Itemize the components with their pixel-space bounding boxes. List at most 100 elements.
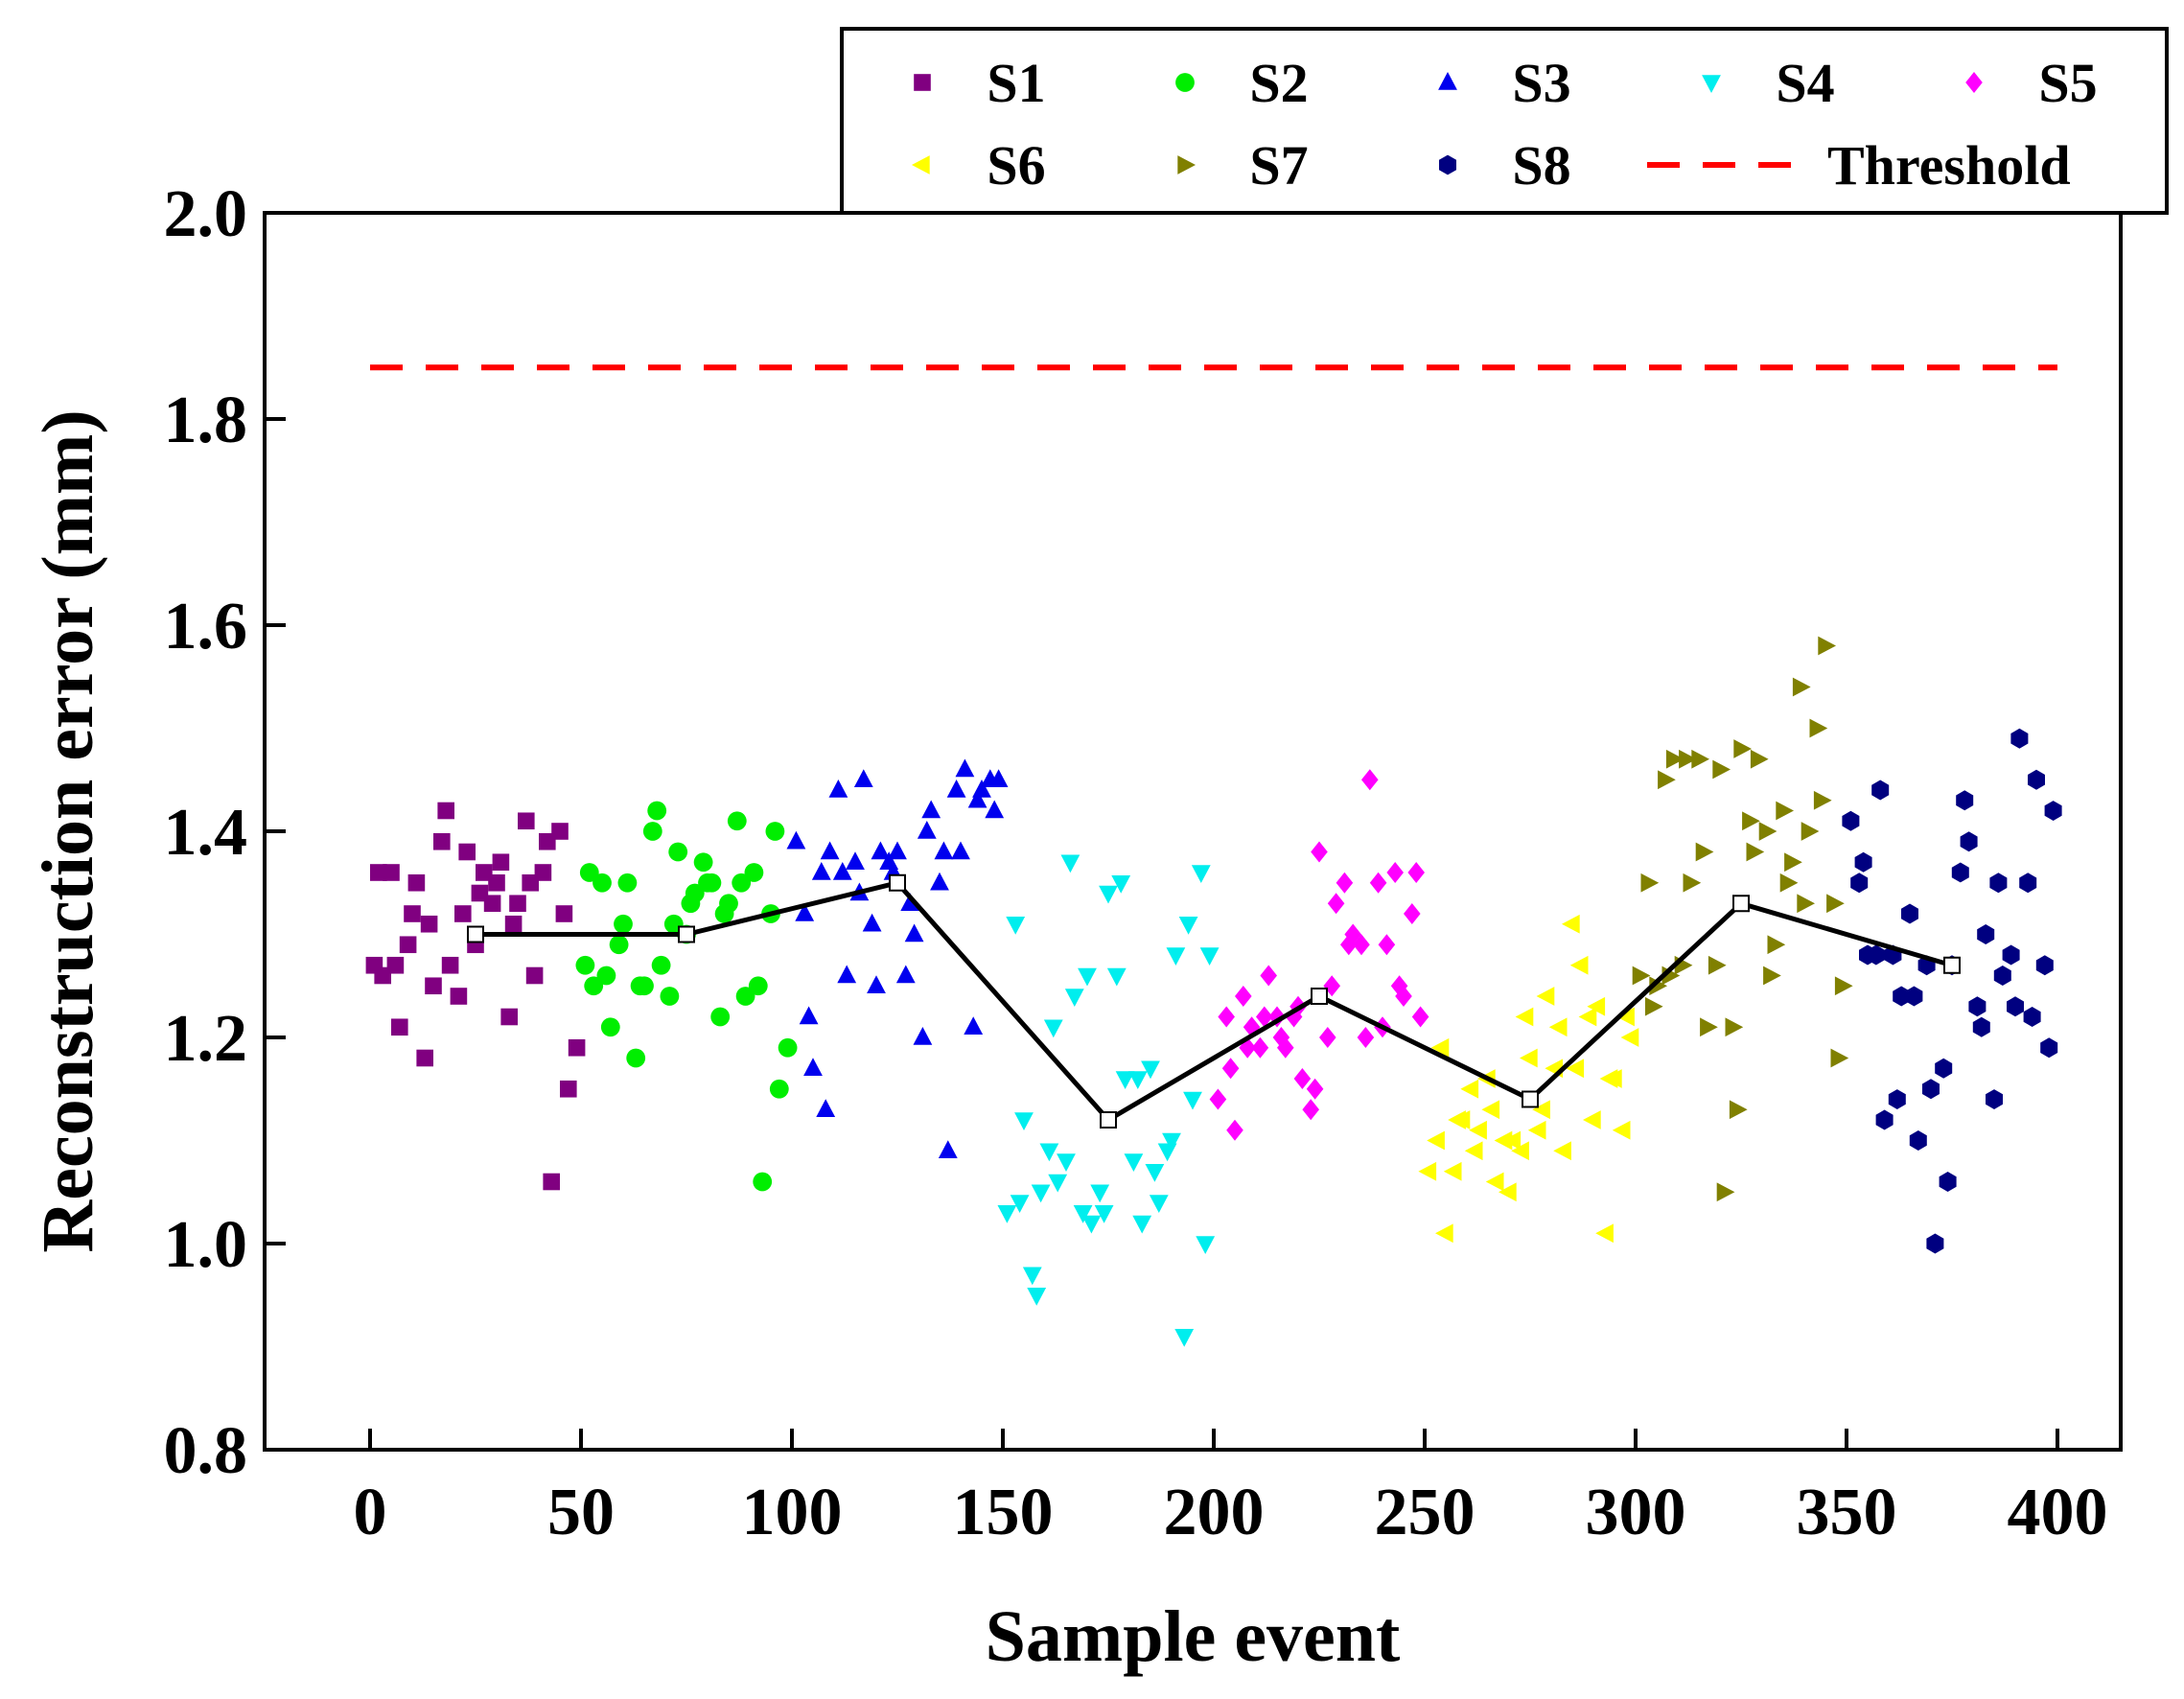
data-point-s7 [1658,770,1676,790]
legend-label: S3 [1512,52,1570,114]
data-point-s6 [1595,1223,1614,1244]
data-point-s7 [1700,1017,1718,1037]
mean-point [1311,988,1328,1005]
data-point-s4 [1145,1164,1165,1182]
data-point-s4 [1027,1288,1047,1306]
series-s5 [1209,769,1429,1141]
data-point-s8 [1905,986,1923,1007]
data-point-s1 [492,853,510,872]
data-point-s5 [1221,1058,1240,1080]
data-point-s1 [454,905,472,922]
data-point-s8 [1986,1089,2003,1109]
data-point-s4 [1132,1215,1152,1234]
data-point-s1 [476,864,493,881]
data-point-s2 [600,1017,620,1037]
legend-marker-s4 [1702,75,1721,93]
data-point-s1 [407,873,426,892]
data-point-s2 [579,863,599,882]
data-point-s3 [921,800,941,819]
data-point-s4 [1064,989,1084,1007]
legend-box [840,27,2169,215]
data-point-s7 [1830,1048,1849,1068]
data-point-s3 [799,1006,819,1025]
data-point-s6 [1448,1110,1466,1129]
data-point-s6 [1502,1130,1522,1151]
x-axis-title: Sample event [986,1596,1401,1677]
data-point-s2 [660,987,680,1006]
data-point-s2 [668,842,688,862]
data-point-s5 [1251,1036,1269,1059]
data-point-s3 [888,841,907,860]
data-point-s8 [1922,1079,1940,1100]
data-point-s4 [1031,1184,1051,1203]
legend-label: S4 [1776,52,1834,114]
data-point-s3 [853,769,873,787]
y-tick-label: 1.0 [164,1208,248,1282]
data-point-s5 [1404,903,1421,924]
data-point-s7 [1632,966,1651,986]
x-tick-label: 400 [2008,1476,2108,1549]
data-point-s5 [1327,893,1345,915]
mean-point [467,925,484,943]
data-point-s8 [2010,728,2029,749]
data-point-s4 [1078,967,1097,987]
legend-label: S8 [1512,134,1570,197]
data-point-s8 [2007,996,2024,1017]
data-point-s3 [913,1027,933,1045]
data-point-s2 [693,852,713,873]
data-point-s7 [1691,749,1709,769]
x-tick-label: 100 [742,1476,843,1549]
data-point-s6 [1481,1100,1500,1120]
data-point-s7 [1767,935,1786,955]
x-tick-label: 300 [1586,1476,1686,1549]
data-point-s2 [596,966,616,986]
data-point-s6 [1464,1141,1483,1161]
legend-label: S5 [2038,52,2097,114]
data-point-s8 [1875,1109,1894,1130]
data-point-s1 [488,873,505,892]
data-point-s3 [930,872,949,891]
data-point-s5 [1256,1006,1273,1028]
data-point-s6 [1616,1007,1635,1027]
data-point-s3 [832,862,852,880]
data-point-s6 [1527,1120,1546,1140]
y-tick-label: 1.8 [164,384,248,457]
data-point-s1 [518,812,535,830]
data-point-s3 [871,841,891,860]
data-point-s2 [614,914,633,934]
data-point-s3 [795,903,815,921]
data-point-s6 [1443,1161,1462,1181]
legend-marker-s2 [1175,73,1195,92]
data-point-s4 [1166,947,1186,966]
data-point-s2 [630,976,650,996]
data-point-s8 [1842,810,1860,831]
data-point-s6 [1536,987,1555,1006]
series-s4 [997,854,1220,1347]
data-point-s3 [917,821,937,839]
data-point-s3 [955,758,975,778]
data-point-s6 [1427,1130,1445,1151]
data-point-s6 [1620,1028,1639,1047]
x-tick-label: 250 [1375,1476,1475,1549]
data-point-s3 [946,780,966,798]
data-point-s7 [1826,894,1845,914]
data-point-s4 [1099,885,1118,904]
data-point-s7 [1758,822,1777,841]
data-point-s4 [1094,1205,1114,1223]
data-point-s8 [1960,831,1978,852]
data-point-s6 [1520,1048,1538,1068]
data-point-s7 [1750,749,1769,769]
data-point-s5 [1260,965,1277,987]
data-point-s3 [837,965,857,984]
data-point-s4 [1073,1205,1093,1223]
series-s2 [575,801,798,1192]
mean-line-layer [467,873,1961,1129]
data-point-s4 [1060,854,1080,873]
data-point-s1 [416,1049,433,1067]
data-point-s1 [458,843,476,861]
data-point-s8 [1977,924,1995,944]
data-point-s4 [1124,1153,1144,1172]
y-tick-label: 1.2 [164,1002,248,1076]
data-point-s4 [1191,865,1211,883]
